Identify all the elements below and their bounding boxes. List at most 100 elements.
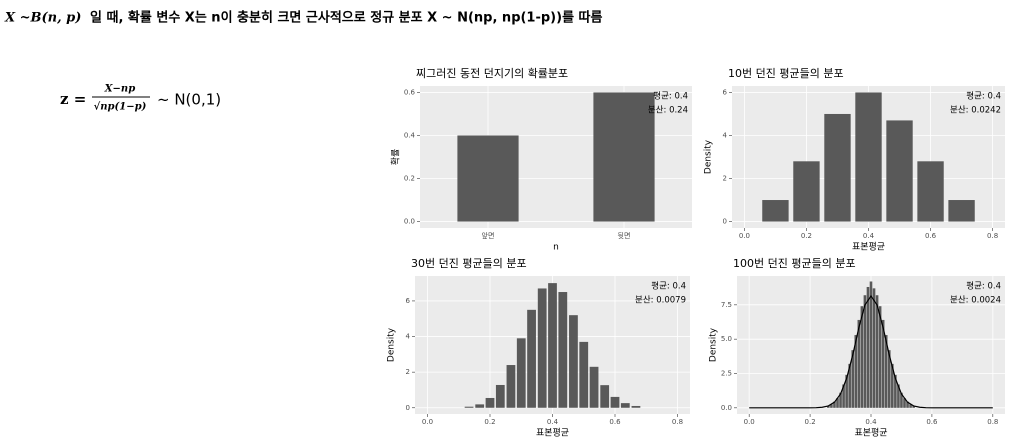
x-tick-label: 0.0 [739,232,750,240]
x-tick-label: 앞면 [482,231,495,240]
bar [855,92,882,222]
bar [881,319,885,408]
bar [464,406,474,408]
bar [848,363,851,408]
bar [948,200,975,222]
chart-title: 10번 던진 평균들의 분포 [728,67,844,80]
y-tick-label: 4 [723,131,728,139]
bar [836,398,839,408]
bar [887,350,891,408]
y-axis-title: Density [387,327,397,362]
x-tick-label: 0.6 [925,232,937,240]
title-text: 일 때, 확률 변수 X는 n이 충분히 크면 근사적으로 정규 분포 X ~ … [90,10,603,26]
y-tick-label: 0.0 [404,218,415,226]
bar [860,306,864,408]
bar [610,396,620,408]
bar [620,403,630,408]
y-tick-label: 0.6 [404,88,416,96]
bar [872,288,876,408]
y-tick-label: 2 [723,175,727,183]
y-tick-label: 0 [406,404,410,412]
annotation: 분산: 0.24 [648,105,688,116]
formula-numerator: X−np [104,84,135,95]
bar [851,350,855,408]
bar [875,295,879,408]
x-axis-title: 표본평균 [854,428,887,439]
annotation: 평균: 0.4 [966,91,1001,102]
x-axis-title: n [553,243,559,253]
bar [891,363,894,408]
chart-title: 30번 던진 평균들의 분포 [411,257,527,270]
y-tick-label: 0.4 [404,131,416,139]
x-tick-label: 0.6 [609,418,621,426]
bar [869,281,873,408]
bar [569,315,578,408]
y-tick-label: 5.0 [721,335,732,343]
bar [854,335,858,408]
bar [762,200,789,222]
y-tick-label: 6 [723,88,728,96]
bar [884,335,888,408]
bar [900,392,903,408]
bar [537,288,547,408]
chart-title: 찌그러진 동전 던지기의 확률분포 [416,67,568,80]
bar [579,341,589,408]
x-tick-label: 0.4 [863,232,875,240]
annotation: 평균: 0.4 [651,281,686,292]
bar [516,338,526,408]
bar [593,92,655,222]
bar [589,366,599,408]
x-tick-label: 0.0 [744,418,755,426]
bar [886,120,913,222]
chart-title: 100번 던진 평균들의 분포 [733,257,856,270]
bar [866,286,870,408]
bar [842,384,845,408]
bar [878,306,882,408]
bar [830,404,833,408]
x-tick-label: 0.4 [865,418,877,426]
bar [903,398,906,408]
bar [600,385,610,408]
bar [793,161,820,222]
annotation: 평균: 0.4 [966,281,1001,292]
y-tick-label: 2 [406,368,410,376]
bar [485,397,495,408]
bar [475,404,485,408]
x-tick-label: 0.8 [987,418,998,426]
bar [495,384,505,408]
annotation: 분산: 0.0079 [635,295,686,306]
density-curve [749,294,993,409]
x-tick-label: 0.2 [801,232,812,240]
bar [457,135,519,222]
bar [827,405,830,408]
y-tick-label: 2.5 [721,369,732,377]
bar [897,384,900,408]
x-tick-label: 0.0 [422,418,433,426]
y-axis-title: Density [709,327,719,362]
y-tick-label: 0 [723,218,727,226]
annotation: 분산: 0.0242 [950,105,1001,116]
bar [631,405,641,408]
x-axis-title: 표본평균 [852,242,885,253]
bar [833,401,836,408]
annotation: 분산: 0.0024 [950,295,1001,306]
formula-denominator: √np(1−p) [94,101,147,113]
bar [894,374,897,408]
bar [558,292,568,408]
bar [917,161,944,222]
bar [527,309,536,408]
bar [845,374,848,408]
y-tick-label: 6 [406,297,411,305]
x-tick-label: 0.2 [484,418,495,426]
x-axis-title: 표본평균 [536,428,569,439]
y-tick-label: 7.5 [721,301,732,309]
bar [839,392,842,408]
x-tick-label: 0.8 [672,418,683,426]
formula-lhs: z = [60,90,86,108]
y-tick-label: 0.0 [721,404,732,412]
x-tick-label: 0.4 [547,418,559,426]
y-axis-title: 확률 [390,149,402,166]
y-tick-label: 4 [406,333,411,341]
annotation: 평균: 0.4 [653,91,688,102]
